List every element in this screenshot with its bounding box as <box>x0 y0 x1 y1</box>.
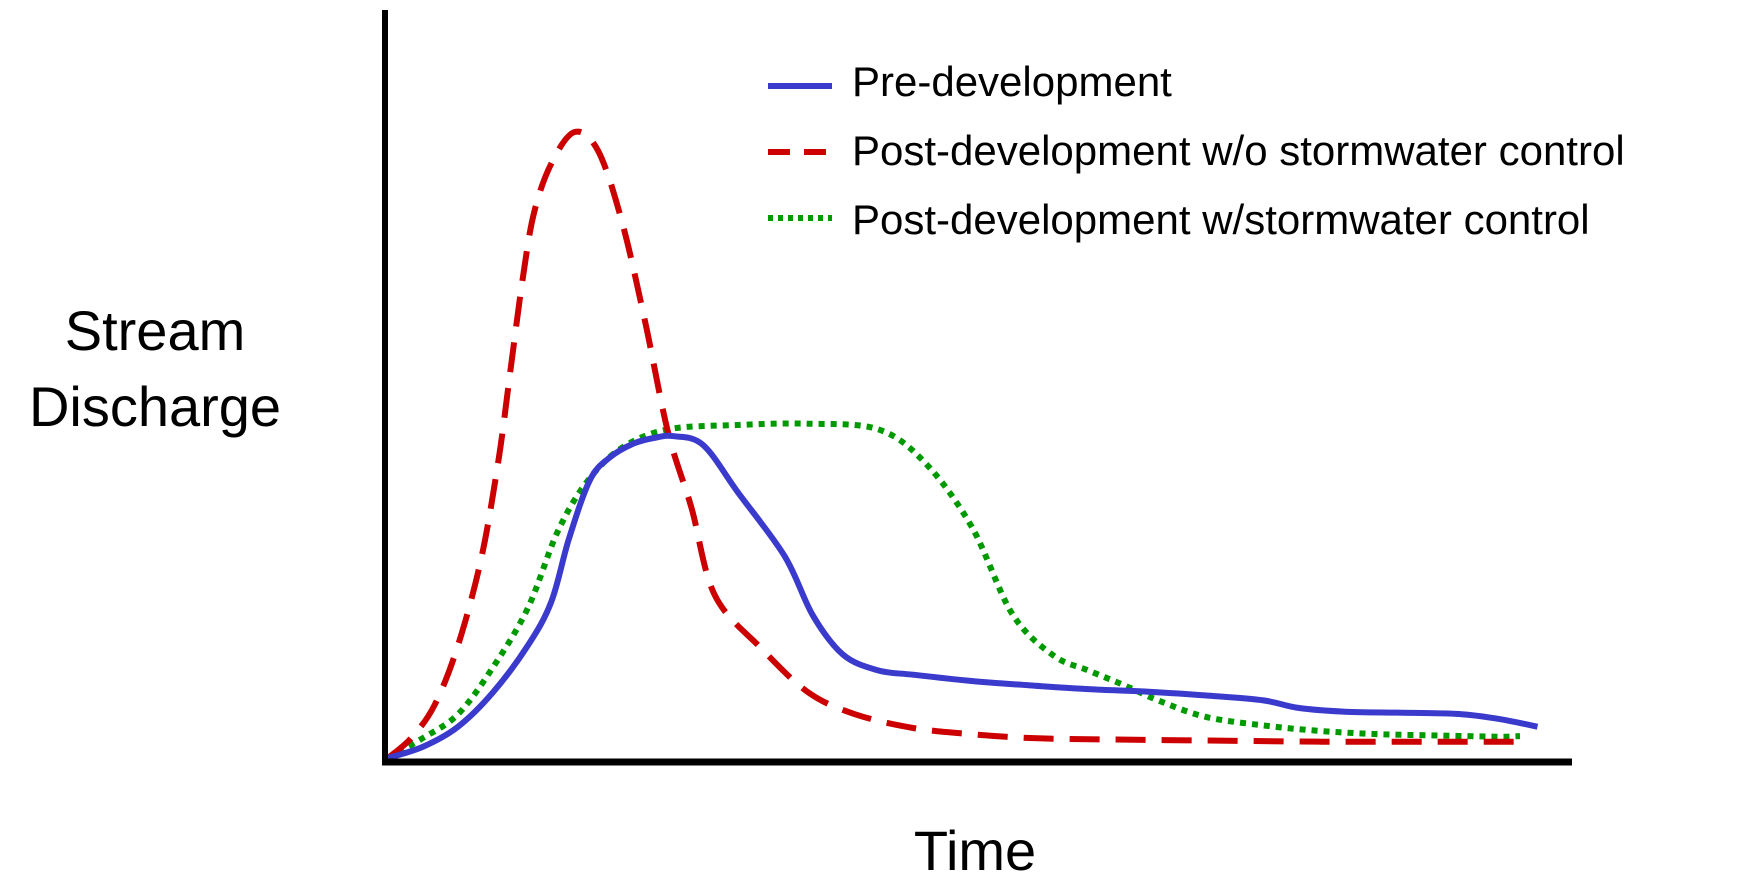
series-line-post-development-w-stormwater-control <box>386 420 1521 761</box>
series-layer <box>386 128 1539 761</box>
legend: Pre-development Post-development w/o sto… <box>768 58 1625 243</box>
y-axis-label-line-2: Discharge <box>29 375 281 438</box>
series-line-post-development-w-o-stormwater-control <box>386 128 1521 761</box>
x-axis-label: Time <box>914 819 1036 872</box>
legend-label-pre-development: Pre-development <box>852 58 1172 105</box>
y-axis-label-line-1: Stream <box>65 299 246 362</box>
series-line-pre-development <box>387 432 1539 761</box>
legend-label-post-development-with-control: Post-development w/stormwater control <box>852 196 1590 243</box>
legend-label-post-development-no-control: Post-development w/o stormwater control <box>852 127 1625 174</box>
